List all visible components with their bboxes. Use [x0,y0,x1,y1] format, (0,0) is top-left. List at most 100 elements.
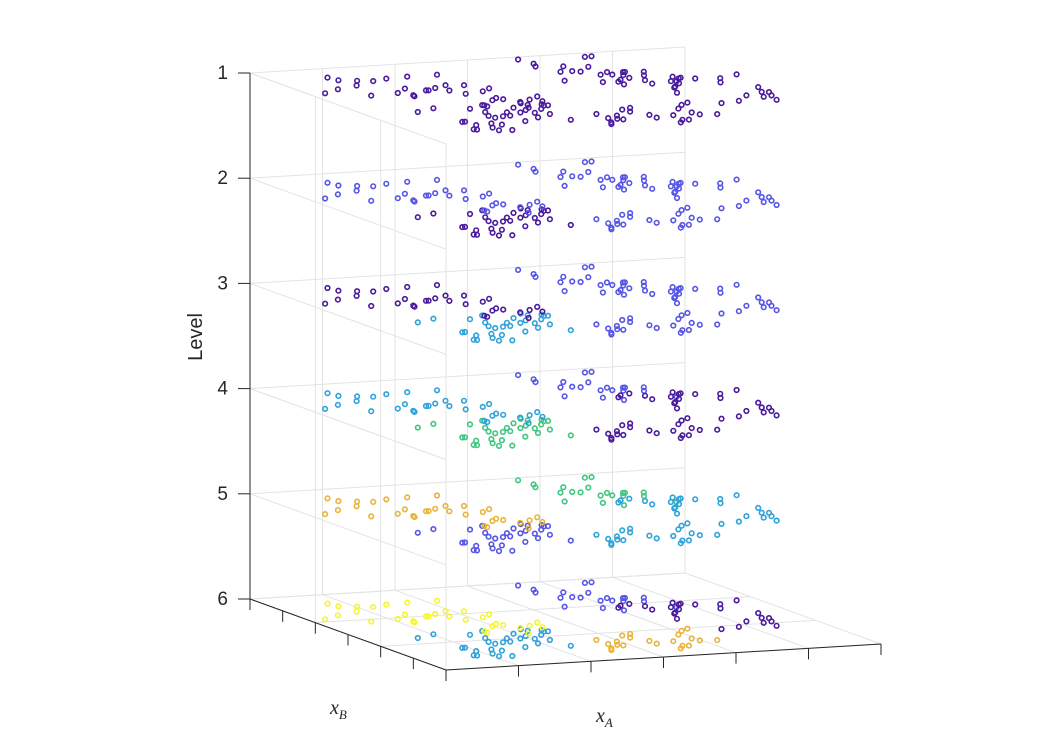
grid-floor-line [394,589,592,662]
scatter-point [353,503,360,510]
scatter-point [672,609,679,616]
scatter-point [462,90,469,97]
scatter-point [597,387,604,394]
scatter-point [620,326,627,333]
scatter-point [755,83,762,91]
scatter-point [335,603,342,610]
scatter-point [718,625,725,633]
grid-floor-line [467,585,664,658]
scatter-point [577,173,584,180]
scatter-point [605,430,612,437]
scatter-point [404,178,411,185]
scatter-point [509,337,516,344]
scatter-point [603,489,611,497]
scatter-point [538,627,545,634]
scatter-point [620,221,627,228]
scatter-point [669,599,676,606]
scatter-point [626,74,633,81]
scatter-point [735,518,743,525]
scatter-point [585,379,592,386]
scatter-point [603,384,611,391]
scatter-point [755,504,762,512]
scatter-point [538,206,545,213]
scatter-point [560,378,567,386]
scatter-point [597,282,604,289]
scatter-point [509,547,516,554]
scatter-point [626,318,634,326]
scatter-point [354,603,361,610]
scatter-point [613,322,621,330]
scatter-point [507,428,514,435]
scatter-point [696,637,703,644]
scatter-point [461,539,469,546]
scatter-point [485,428,492,435]
scatter-point [593,636,600,644]
scatter-point [684,625,691,632]
scatter-point [530,165,537,172]
scatter-point [470,336,477,343]
scatter-point [577,278,584,286]
scatter-point [500,306,507,313]
scatter-point [526,96,533,103]
scatter-point [503,424,511,432]
scatter-point [560,168,567,175]
scatter-point [675,210,682,217]
scatter-point [670,217,677,224]
scatter-point [430,420,437,428]
scatter-point [672,188,679,195]
scatter-point [743,407,750,415]
scatter-point [517,214,524,221]
y-axis-label-base: x [329,697,339,719]
scatter-point [733,492,740,499]
scatter-point [760,304,767,311]
scatter-point [442,608,449,615]
scatter-point [488,646,495,653]
scatter-point [735,413,743,420]
scatter-point [614,220,621,228]
scatter-point [324,74,331,81]
scatter-point [626,285,633,292]
scatter-point [503,214,511,221]
scatter-point [620,291,628,298]
scatter-point [717,75,724,82]
scatter-point [466,105,474,112]
scatter-point [773,307,780,314]
scatter-point [544,312,552,319]
scatter-point [593,531,600,538]
scatter-point [462,511,469,518]
scatter-point [495,442,503,450]
scatter-point [677,74,684,81]
scatter-point [517,624,524,632]
scatter-point [498,121,506,128]
scatter-point [613,428,621,435]
scatter-point [620,642,627,649]
scatter-point [488,330,495,338]
scatter-point [514,56,522,63]
grid-floor-line [315,596,751,624]
scatter-point [620,81,628,88]
scatter-point [498,647,506,654]
scatter-point [593,426,600,433]
scatter-point [617,392,624,399]
scatter-point [675,105,682,112]
scatter-point [433,387,441,394]
scatter-point [626,634,634,641]
scatter-point [755,189,762,196]
scatter-point [422,613,430,620]
scatter-point [495,232,503,239]
scatter-point [673,510,681,517]
z-tick-label: 4 [217,379,228,400]
scatter-point [433,71,441,78]
scatter-point [605,325,612,332]
scatter-point [334,507,342,514]
scatter-point [585,168,592,176]
scatter-point [479,508,486,516]
scatter-point [500,201,507,208]
scatter-point [433,492,441,499]
scatter-point [649,185,656,192]
scatter-point [765,509,773,517]
z-tick-label: 3 [217,273,228,294]
scatter-point [531,109,538,116]
scatter-point [526,306,533,314]
scatter-point [581,159,589,166]
